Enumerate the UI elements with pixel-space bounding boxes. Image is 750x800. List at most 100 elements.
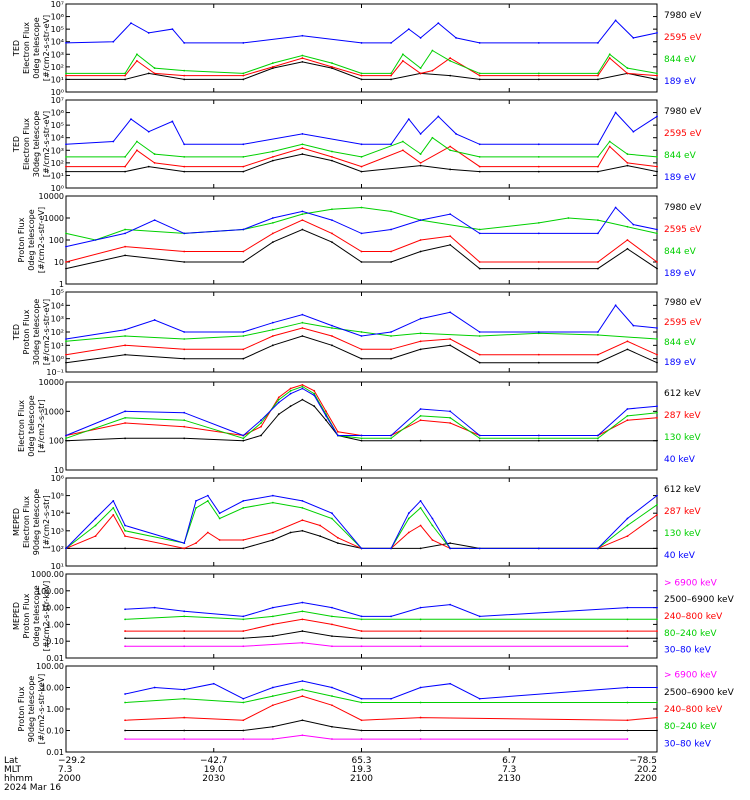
data-point <box>360 637 363 640</box>
data-point <box>124 437 126 440</box>
data-point <box>331 232 333 235</box>
data-point <box>124 529 126 532</box>
data-point <box>419 630 422 632</box>
data-point <box>449 682 452 685</box>
data-point <box>537 331 540 333</box>
data-point <box>597 74 599 77</box>
data-point <box>124 738 126 740</box>
data-point <box>183 411 186 414</box>
data-point <box>478 78 481 81</box>
y-axis-label: Proton Flux <box>22 593 31 638</box>
data-point <box>419 645 422 648</box>
data-point <box>597 267 599 270</box>
data-point <box>242 74 245 77</box>
data-point <box>271 217 274 219</box>
data-point <box>419 219 422 222</box>
data-point <box>242 637 245 640</box>
data-point <box>147 72 150 75</box>
data-point <box>242 165 245 168</box>
data-point <box>597 261 599 263</box>
series-line-1 <box>65 228 658 270</box>
series-line-4 <box>65 19 658 44</box>
y-axis-label: Proton Flux <box>22 309 31 354</box>
legend-entry: > 6900 keV <box>664 671 718 681</box>
data-point <box>360 615 363 618</box>
data-point <box>449 149 452 152</box>
data-point <box>656 716 658 719</box>
y-tick-label: 0.10 <box>46 727 64 736</box>
data-point <box>597 353 599 356</box>
y-tick-label: 1000 <box>44 214 64 223</box>
y-tick-label: 100 <box>49 437 64 446</box>
data-point <box>632 37 635 39</box>
data-point <box>301 383 304 386</box>
data-point <box>656 338 658 340</box>
data-point <box>626 686 629 689</box>
y-tick-label: 100.00 <box>36 662 64 671</box>
data-point <box>313 389 316 392</box>
legend-entry: 7980 eV <box>664 203 702 213</box>
data-point <box>242 42 245 44</box>
data-point <box>478 42 481 44</box>
data-point <box>626 340 629 343</box>
data-point <box>597 170 599 173</box>
data-point <box>124 719 126 722</box>
data-point <box>242 348 245 351</box>
data-point <box>183 74 186 77</box>
data-point <box>271 623 274 626</box>
data-point <box>124 645 126 648</box>
data-point <box>124 165 126 168</box>
series-line-2 <box>125 630 657 639</box>
data-point <box>608 145 611 148</box>
series-line-1 <box>65 399 657 442</box>
data-point <box>242 72 245 75</box>
data-point <box>626 161 629 164</box>
data-point <box>431 69 434 72</box>
x-axis-row-label: hhmm <box>4 774 33 784</box>
y-axis-label: Proton Flux <box>17 217 26 262</box>
data-point <box>478 155 481 158</box>
y-tick-label: 1000 <box>44 407 64 416</box>
data-point <box>242 630 245 632</box>
data-point <box>537 332 540 335</box>
data-point <box>65 72 67 75</box>
legend-entry: 240–800 keV <box>664 705 723 715</box>
data-point <box>597 42 599 44</box>
data-point <box>419 524 422 527</box>
data-point <box>301 57 304 59</box>
data-point <box>65 155 67 158</box>
data-point <box>183 542 186 545</box>
data-point <box>537 434 540 437</box>
data-point <box>656 637 658 640</box>
data-point <box>632 223 635 226</box>
data-point <box>147 130 150 133</box>
data-point <box>301 327 304 329</box>
data-point <box>390 437 392 440</box>
y-tick-label: 10⁰ <box>51 88 64 97</box>
y-tick-label: 10³ <box>51 315 64 324</box>
data-point <box>331 623 333 626</box>
data-point <box>449 235 452 238</box>
data-point <box>360 437 363 440</box>
panel-4: 10⁻¹ 10⁰ 10¹ 10² 10³ 10⁴ 10⁵ TED Proton Flux 30de… <box>12 288 702 377</box>
data-point <box>242 434 245 437</box>
data-point <box>449 145 452 148</box>
data-point <box>449 74 452 77</box>
data-point <box>65 340 67 343</box>
data-point <box>390 261 392 263</box>
data-point <box>626 637 629 640</box>
data-point <box>626 729 629 732</box>
x-tick-lat: 6.7 <box>502 756 516 766</box>
data-point <box>65 437 67 440</box>
data-point <box>124 729 126 732</box>
data-point <box>419 239 422 241</box>
y-axis-label: TED <box>12 324 21 341</box>
x-tick-mlt: 19.0 <box>204 765 224 775</box>
data-point <box>301 529 304 532</box>
data-point <box>65 547 67 550</box>
legend-entry: 844 eV <box>664 151 697 161</box>
legend-entry: 189 eV <box>664 269 697 279</box>
y-tick-label: 10² <box>51 328 64 337</box>
data-point <box>124 422 126 424</box>
series-line-2 <box>65 514 658 549</box>
